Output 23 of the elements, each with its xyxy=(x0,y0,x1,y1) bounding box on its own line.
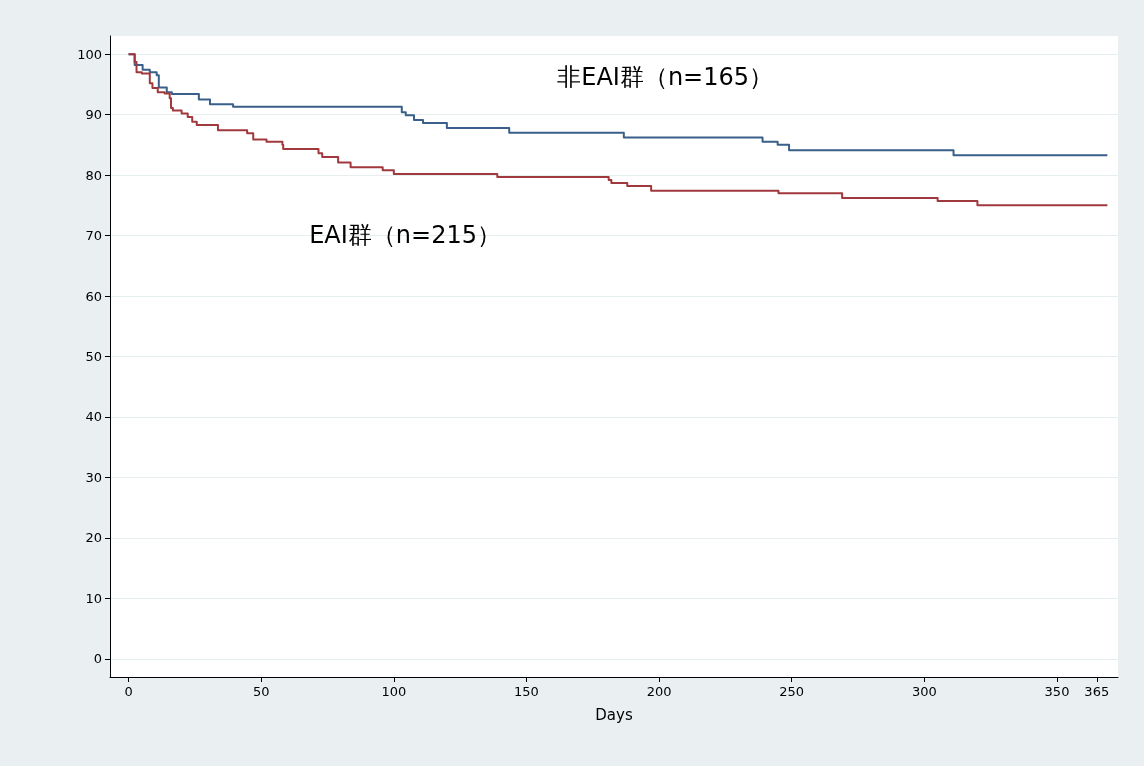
series-label: 非EAI群（n=165） xyxy=(557,62,774,91)
x-tick-label: 0 xyxy=(124,684,133,699)
series-label: EAI群（n=215） xyxy=(309,220,502,249)
y-tick-label: 90 xyxy=(85,107,102,123)
x-tick-label: 200 xyxy=(646,684,672,699)
x-tick-label: 250 xyxy=(779,684,805,699)
x-tick-label: 365 xyxy=(1084,684,1110,699)
x-tick-label: 300 xyxy=(911,684,937,699)
y-tick-label: 20 xyxy=(85,530,102,546)
y-tick-label: 80 xyxy=(85,167,102,183)
x-tick-label: 150 xyxy=(514,684,539,699)
y-tick-label: 70 xyxy=(85,228,102,244)
y-tick-label: 10 xyxy=(85,590,102,606)
y-tick-label: 50 xyxy=(85,349,102,364)
y-tick-label: 30 xyxy=(85,469,102,485)
x-tick-label: 100 xyxy=(381,684,407,699)
x-tick-label: 50 xyxy=(252,684,270,699)
y-tick-label: 60 xyxy=(85,288,102,304)
x-axis-title: Days xyxy=(595,705,633,724)
x-tick-label: 350 xyxy=(1044,684,1070,699)
y-tick-label: 40 xyxy=(85,409,102,425)
y-tick-label: 0 xyxy=(93,651,102,667)
y-tick-label: 100 xyxy=(77,46,102,62)
